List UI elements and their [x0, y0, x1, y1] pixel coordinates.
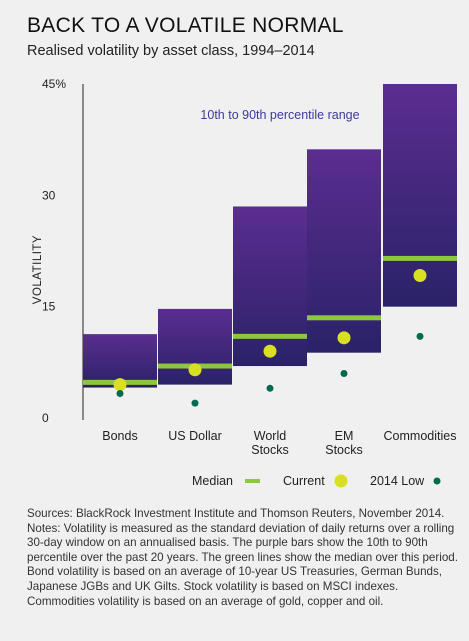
legend-label-low: 2014 Low: [370, 474, 425, 488]
range-bar: [233, 206, 307, 367]
median-line: [233, 333, 307, 339]
category-label: World: [254, 429, 286, 443]
category-label: Stocks: [251, 443, 289, 457]
legend-label-current: Current: [283, 474, 325, 488]
low-dot: [340, 369, 348, 377]
legend-low-swatch: [433, 477, 441, 485]
low-dot: [416, 332, 424, 340]
y-tick-label: 0: [42, 411, 49, 425]
y-tick-label: 15: [42, 300, 56, 314]
current-dot: [263, 344, 277, 358]
current-dot: [188, 363, 202, 377]
current-dot: [413, 268, 427, 282]
chart-title: BACK TO A VOLATILE NORMAL: [27, 14, 344, 37]
category-label: Bonds: [102, 429, 137, 443]
current-dot: [113, 378, 127, 392]
legend-median-swatch: [245, 479, 260, 483]
low-dot: [191, 399, 199, 407]
median-line: [383, 255, 457, 261]
range-bar: [307, 149, 381, 353]
y-axis-label: VOLATILITY: [32, 235, 44, 304]
median-line: [307, 315, 381, 321]
legend-label-median: Median: [192, 474, 233, 488]
current-dot: [337, 331, 351, 345]
y-tick-label: 45%: [42, 77, 66, 91]
low-dot: [266, 384, 274, 392]
low-dot: [116, 390, 124, 398]
range-label: 10th to 90th percentile range: [200, 108, 359, 122]
category-label: Stocks: [325, 443, 363, 457]
category-label: Commodities: [384, 429, 457, 443]
y-tick-label: 30: [42, 188, 56, 202]
chart-subtitle: Realised volatility by asset class, 1994…: [27, 43, 315, 59]
source-notes: Sources: BlackRock Investment Institute …: [27, 507, 458, 608]
category-label: US Dollar: [168, 429, 222, 443]
legend-current-swatch: [334, 474, 348, 488]
category-label: EM: [335, 429, 354, 443]
